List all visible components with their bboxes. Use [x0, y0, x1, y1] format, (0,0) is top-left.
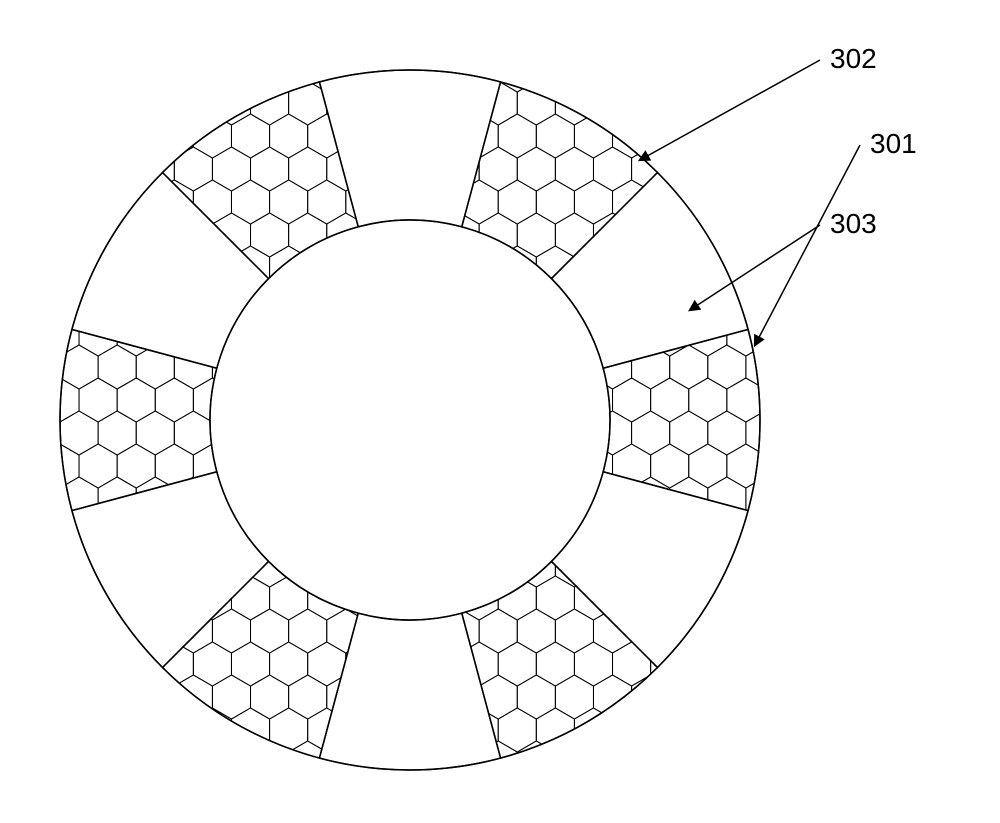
plain-segment [551, 472, 748, 668]
plain-segment [319, 70, 500, 227]
label-leader-302 [640, 60, 820, 160]
inner-ring [210, 220, 610, 620]
label-302: 302 [830, 43, 877, 74]
plain-segment [72, 472, 269, 668]
label-301: 301 [870, 128, 917, 159]
label-303: 303 [830, 208, 877, 239]
hatched-segment [163, 561, 359, 758]
plain-segment [72, 173, 269, 369]
plain-segment [319, 613, 500, 770]
hatched-segment [462, 82, 658, 279]
hatched-segment [603, 329, 760, 510]
plain-segment [551, 173, 748, 369]
hatched-segment [163, 82, 359, 279]
ring-diagram: 302 301 303 [0, 0, 1000, 823]
label-leader-301 [755, 145, 860, 345]
hatched-segment [462, 561, 658, 758]
hatched-segment [60, 329, 217, 510]
